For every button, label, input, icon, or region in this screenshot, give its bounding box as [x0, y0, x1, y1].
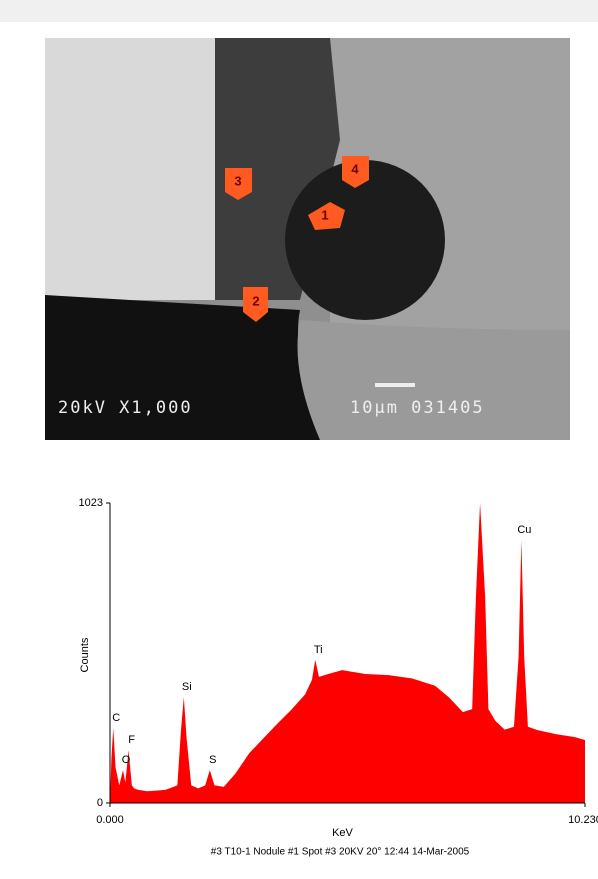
marker: 2: [243, 287, 268, 322]
x-axis-label: KeV: [332, 827, 353, 839]
peak-label: Cu: [517, 524, 531, 536]
sem-cavity: [285, 160, 445, 320]
sem-label: 10μm 031405: [350, 398, 485, 418]
y-axis-label: Counts: [79, 637, 91, 672]
y-tick-label: 0: [97, 797, 103, 809]
top-strip: [0, 0, 598, 22]
marker: 4: [342, 156, 369, 188]
spectrum: 0 1023 0.000 10.230 C OF Si S Ti Cu KeV Counts #3 T1…: [79, 497, 598, 858]
scale-bar: [375, 383, 415, 387]
sem-lower-right: [297, 320, 570, 440]
sem-white-block: [45, 38, 215, 300]
peak-label: O: [122, 754, 131, 766]
footer: #3 T10-1 Nodule #1 Spot #3 20KV 20° 12:4…: [211, 847, 470, 858]
sem-dark: [45, 295, 330, 440]
micrograph: 20kV X1,000 10μm 031405 3 4 1 2: [45, 38, 570, 440]
peak-label: Ti: [314, 644, 323, 656]
marker-label: 1: [321, 207, 328, 222]
peak-label: Si: [182, 681, 192, 693]
marker: 3: [225, 168, 252, 200]
marker-label: 4: [351, 161, 359, 176]
peak-label: C: [112, 712, 120, 724]
marker-label: 2: [252, 293, 259, 308]
marker: 1: [308, 202, 345, 230]
y-tick-label: 1023: [79, 497, 103, 509]
peak-label: F: [128, 734, 135, 746]
peak-label: S: [209, 754, 216, 766]
spectrum-area: [110, 503, 585, 803]
sem-label: 20kV X1,000: [58, 398, 193, 418]
marker-label: 3: [234, 173, 241, 188]
x-tick-label: 0.000: [96, 814, 124, 826]
x-tick-label: 10.230: [568, 814, 598, 826]
